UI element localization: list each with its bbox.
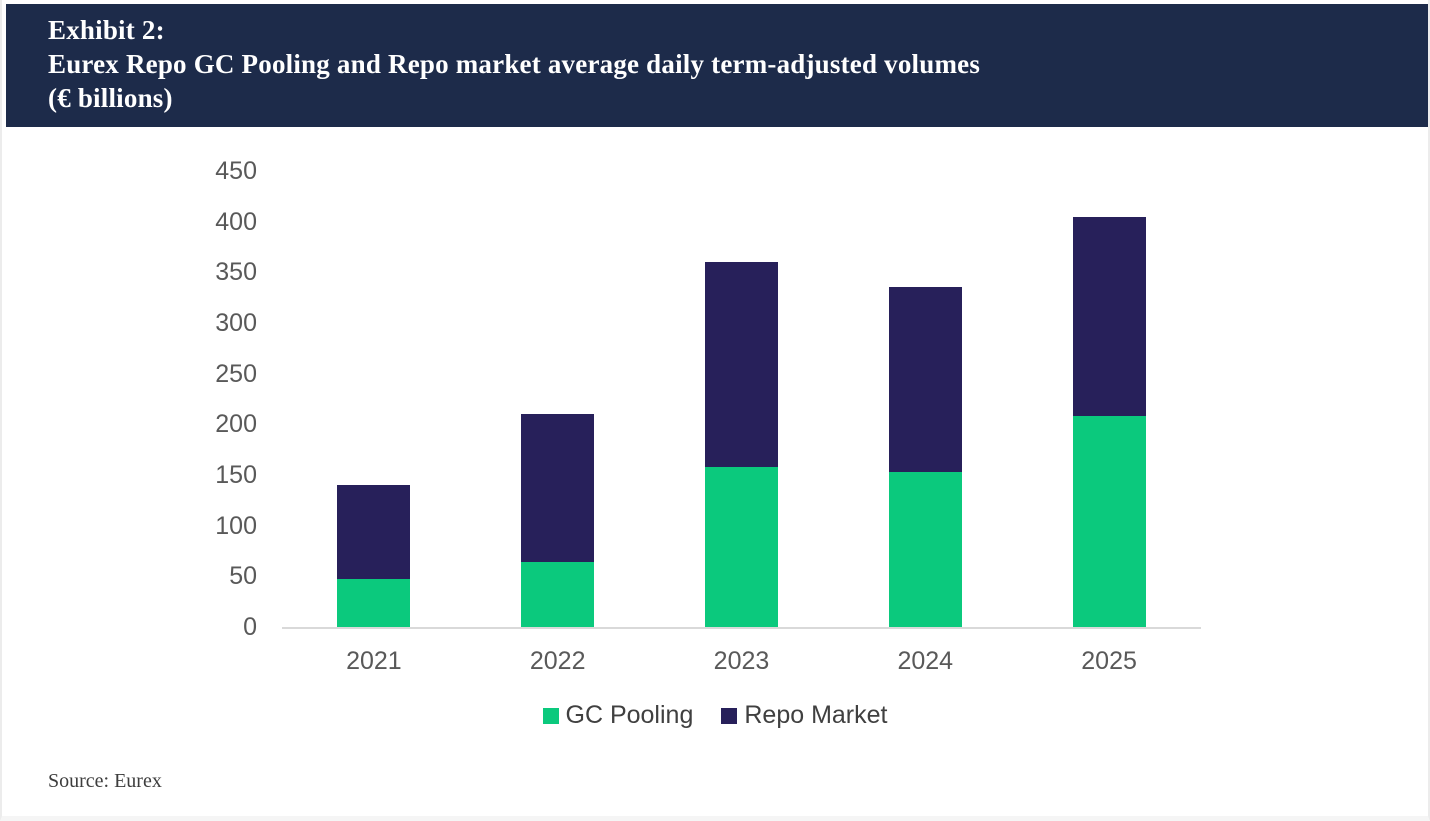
- repo-market-bar-segment: [705, 262, 778, 467]
- y-axis-tick-label: 400: [215, 207, 257, 236]
- gc-pooling-bar-segment: [337, 579, 411, 627]
- y-axis-tick-label: 150: [215, 461, 257, 489]
- stacked-bar-plot-area: 0 50 100 150 200 250 300 350 400 450 2021 2022 2023…: [215, 157, 1201, 675]
- gc-pooling-bar-segment: [705, 466, 778, 627]
- x-axis-category-label: 2022: [529, 647, 586, 675]
- exhibit-label: Exhibit 2:: [48, 15, 165, 45]
- legend: GC Pooling Repo Market: [2, 701, 1428, 730]
- gc-pooling-legend-swatch-icon: [542, 707, 559, 724]
- legend-item-gc-pooling: GC Pooling: [542, 701, 694, 730]
- x-axis-category-label: 2021: [346, 647, 402, 675]
- gc-pooling-bar-segment: [1072, 416, 1146, 627]
- legend-label: GC Pooling: [565, 701, 694, 729]
- x-axis-category-label: 2025: [1081, 647, 1137, 675]
- x-axis-line: [282, 627, 1201, 629]
- y-axis-tick-label: 250: [215, 359, 257, 388]
- repo-market-bar-segment: [888, 286, 962, 472]
- y-axis-tick-label: 200: [215, 410, 257, 439]
- repo-market-bar-segment: [1072, 216, 1146, 417]
- gc-pooling-bar-segment: [888, 471, 962, 627]
- legend-label: Repo Market: [744, 701, 888, 729]
- chart-units: (€ billions): [48, 83, 173, 113]
- repo-market-bar-segment: [521, 414, 595, 563]
- repo-market-bar-segment: [337, 485, 411, 580]
- x-axis-category-label: 2024: [897, 647, 954, 675]
- repo-market-legend-swatch-icon: [721, 707, 738, 724]
- y-axis-tick-label: 0: [243, 613, 257, 641]
- y-axis-tick-label: 450: [215, 157, 257, 185]
- chart-title: Eurex Repo GC Pooling and Repo market av…: [48, 49, 981, 79]
- y-axis-tick-label: 100: [215, 511, 257, 540]
- y-axis-tick-label: 350: [215, 258, 257, 287]
- x-axis-category-label: 2023: [713, 647, 770, 675]
- gc-pooling-bar-segment: [521, 562, 595, 627]
- y-axis-tick-label: 50: [229, 562, 257, 591]
- source-note: Source: Eurex: [48, 770, 162, 792]
- legend-item-repo-market: Repo Market: [721, 701, 887, 730]
- exhibit-header: Exhibit 2: Eurex Repo GC Pooling and Rep…: [6, 4, 1428, 127]
- y-axis-tick-label: 300: [215, 309, 257, 337]
